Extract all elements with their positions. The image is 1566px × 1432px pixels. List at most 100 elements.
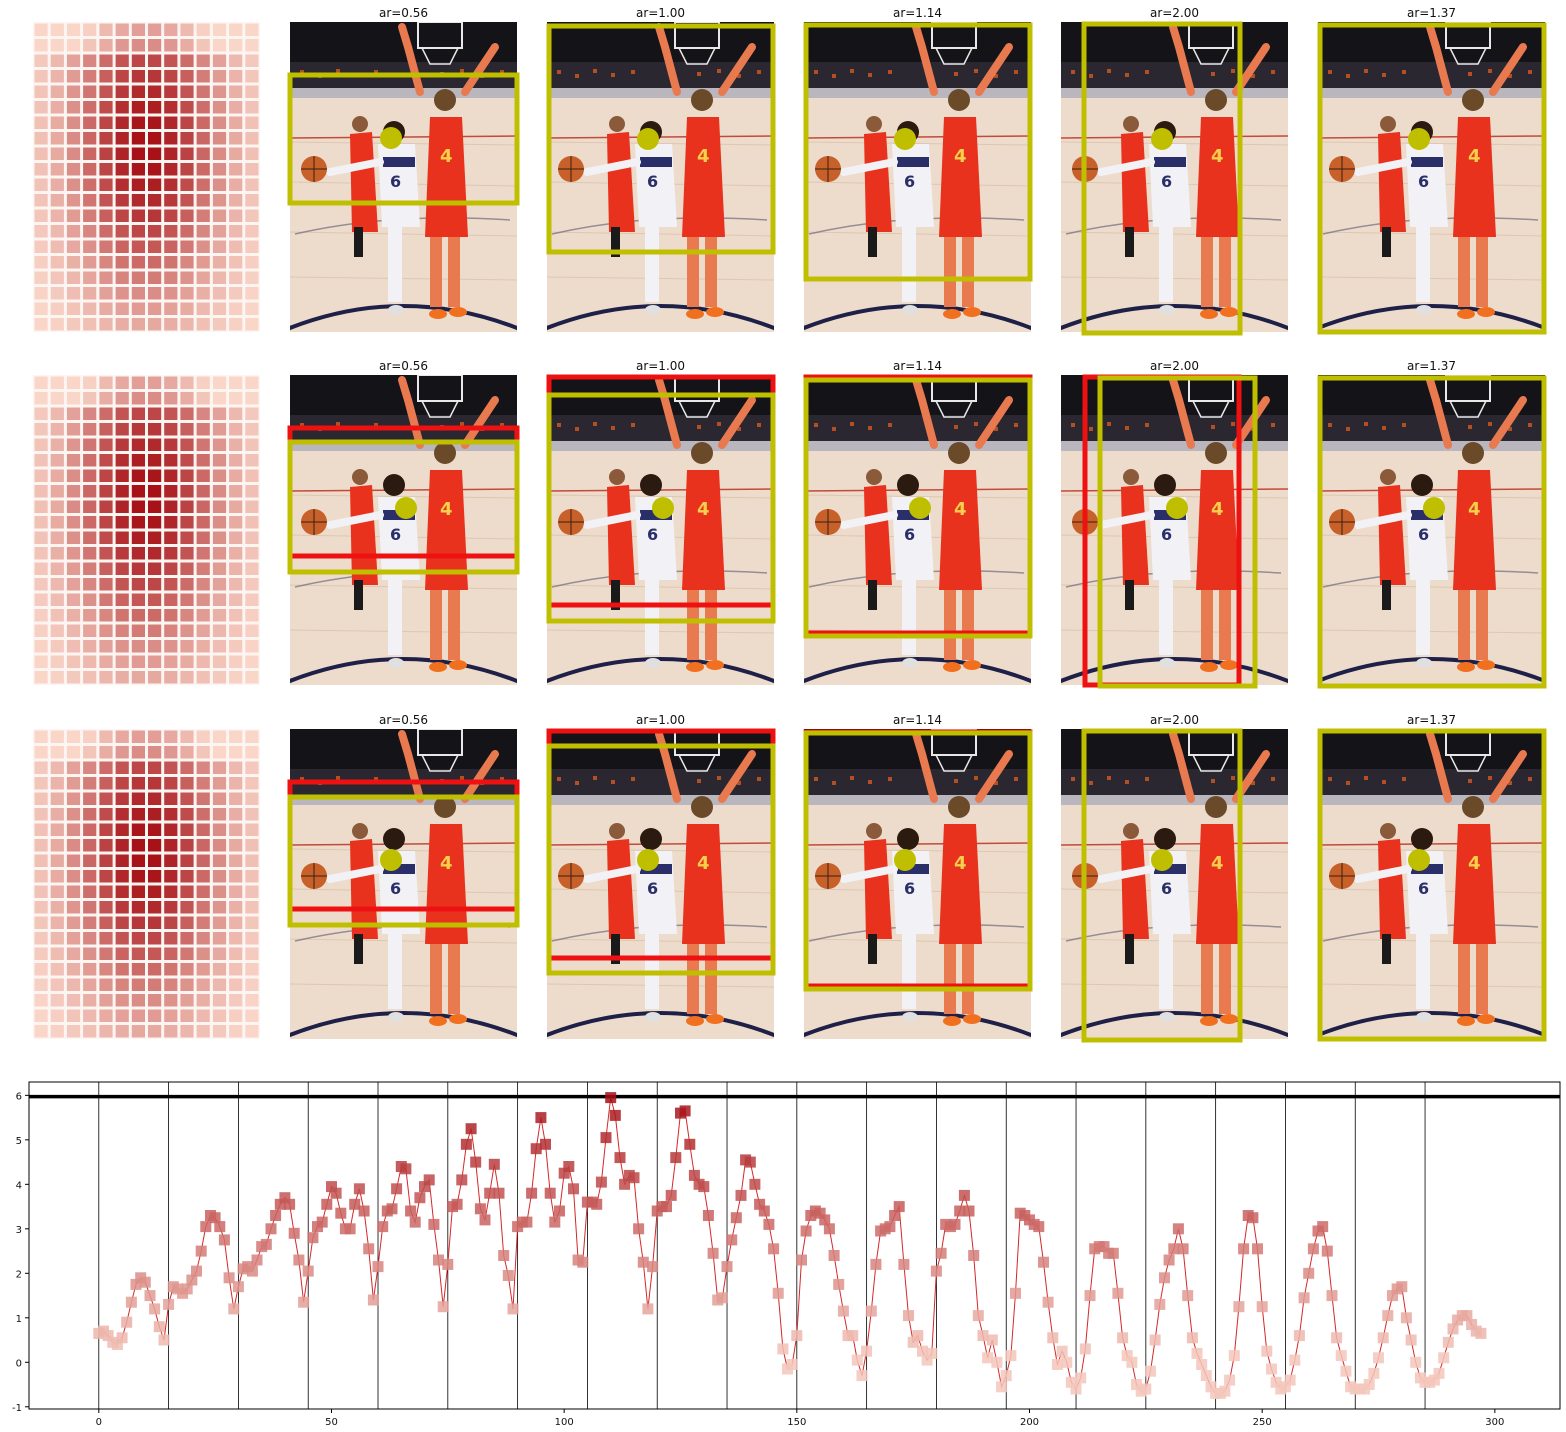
score-marker (451, 1198, 463, 1210)
heatmap-cell (50, 469, 64, 482)
score-marker (493, 1187, 505, 1199)
heatmap-cell (164, 655, 178, 668)
heatmap-cell (99, 978, 113, 991)
heatmap-cell (180, 39, 194, 52)
heatmap-cell (83, 947, 97, 960)
heatmap-cell (83, 423, 97, 436)
image-panel: ar=2.00 (1051, 6, 1298, 336)
heatmap-cell (180, 256, 194, 269)
heatmap-cell (131, 23, 145, 36)
heatmap-cell (83, 392, 97, 405)
heatmap-cell (212, 609, 227, 622)
heatmap-cell (180, 225, 194, 238)
heatmap-cell (131, 85, 145, 98)
heatmap-cell (131, 671, 145, 684)
court-photo (537, 729, 784, 1039)
heatmap-cell (131, 901, 145, 914)
score-marker (991, 1356, 1003, 1368)
score-marker (1126, 1356, 1138, 1368)
score-marker (1279, 1381, 1291, 1393)
focus-point (1423, 497, 1445, 519)
heatmap-cell (212, 671, 227, 684)
heatmap-cell (131, 39, 145, 52)
heatmap-cell (180, 1009, 194, 1022)
heatmap-cell (34, 500, 48, 513)
heatmap-cell (180, 54, 194, 67)
heatmap-cell (34, 854, 48, 867)
heatmap-cell (66, 438, 81, 451)
heatmap-cell (212, 730, 227, 743)
heatmap-cell (180, 116, 194, 129)
heatmap-cell (229, 994, 243, 1007)
heatmap-cell (212, 640, 227, 653)
score-marker (1005, 1350, 1017, 1362)
heatmap-cell (196, 823, 210, 836)
heatmap-cell (245, 407, 259, 420)
heatmap-cell (50, 194, 64, 207)
heatmap-cell (131, 870, 145, 883)
heatmap-cell (229, 178, 243, 191)
heatmap-cell (99, 671, 113, 684)
score-marker (470, 1156, 482, 1168)
score-marker (828, 1250, 840, 1261)
heatmap-cell (148, 407, 162, 420)
heatmap-cell (148, 256, 162, 269)
heatmap-cell (50, 640, 64, 653)
heatmap-cell (164, 547, 178, 560)
heatmap-cell (34, 609, 48, 622)
score-marker (563, 1161, 575, 1172)
score-marker (1121, 1350, 1133, 1362)
score-marker (833, 1278, 845, 1290)
heatmap-cell (99, 823, 113, 836)
heatmap-cell (212, 271, 227, 284)
heatmap-cell (115, 23, 129, 36)
heatmap-cell (50, 256, 64, 269)
heatmap-cell (180, 854, 194, 867)
score-marker (279, 1192, 291, 1204)
heatmap-cell (83, 454, 97, 467)
heatmap-cell (99, 147, 113, 160)
heatmap-cell (34, 194, 48, 207)
heatmap-cell (229, 392, 243, 405)
predicted-crop-box (1081, 728, 1243, 1043)
heatmap-cell (196, 132, 210, 145)
heatmap-cell (34, 392, 48, 405)
heatmap-cell (164, 101, 178, 114)
score-marker (218, 1234, 230, 1246)
heatmap-cell (83, 870, 97, 883)
heatmap-cell (50, 547, 64, 560)
score-marker (1084, 1290, 1096, 1302)
heatmap-cell (148, 901, 162, 914)
heatmap-cell (148, 147, 162, 160)
heatmap-cell (66, 392, 81, 405)
heatmap-cell (164, 730, 178, 743)
score-marker (111, 1339, 123, 1350)
heatmap-cell (180, 792, 194, 805)
heatmap-cell (196, 271, 210, 284)
heatmap-cell (229, 271, 243, 284)
heatmap-cell (148, 593, 162, 606)
heatmap-cell (245, 578, 259, 591)
heatmap-cell (196, 609, 210, 622)
heatmap-cell (115, 885, 129, 898)
heatmap-cell (229, 978, 243, 991)
heatmap-cell (245, 547, 259, 560)
score-marker (1056, 1345, 1068, 1357)
image-panel: ar=0.56 (287, 359, 520, 685)
heatmap-cell (196, 454, 210, 467)
heatmap-cell (164, 901, 178, 914)
heatmap-cell (131, 101, 145, 114)
heatmap-cell (34, 1025, 48, 1038)
heatmap-cell (115, 978, 129, 991)
heatmap-cell (180, 392, 194, 405)
heatmap-cell (115, 485, 129, 498)
heatmap-cell (164, 469, 178, 482)
heatmap-cell (148, 271, 162, 284)
x-tick-label: 0 (96, 1417, 102, 1428)
heatmap-cell (245, 640, 259, 653)
heatmap-cell (115, 932, 129, 945)
score-marker (186, 1274, 198, 1286)
score-marker (1335, 1350, 1347, 1362)
heatmap-cell (50, 655, 64, 668)
